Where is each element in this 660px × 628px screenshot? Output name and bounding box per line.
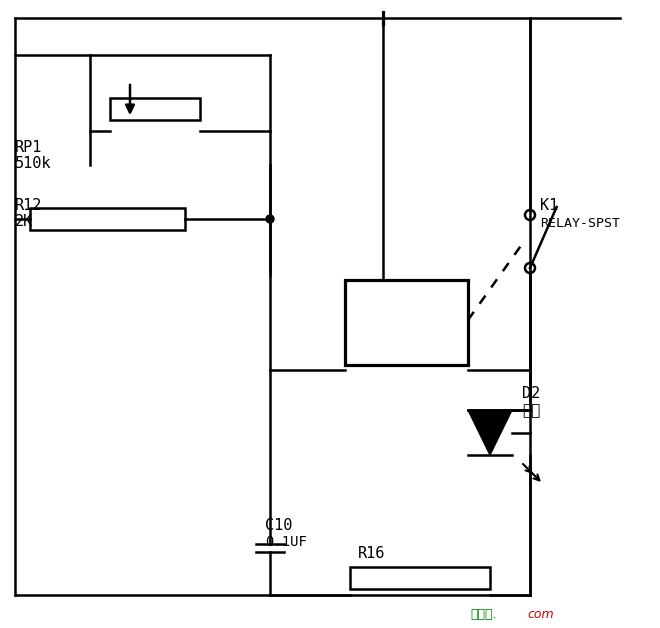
Text: 绿色: 绿色 xyxy=(522,403,541,418)
Circle shape xyxy=(525,263,535,273)
Text: K1: K1 xyxy=(540,198,558,213)
Text: R16: R16 xyxy=(358,546,385,561)
Text: D2: D2 xyxy=(522,386,541,401)
Text: R12: R12 xyxy=(15,198,42,213)
Text: RELAY-SPST: RELAY-SPST xyxy=(540,217,620,230)
Bar xyxy=(30,208,185,230)
Bar xyxy=(110,98,200,120)
Bar xyxy=(345,280,468,365)
Text: 0.1UF: 0.1UF xyxy=(265,535,307,549)
Text: com: com xyxy=(527,608,554,621)
Circle shape xyxy=(525,210,535,220)
Text: 接线图.: 接线图. xyxy=(470,608,496,621)
Polygon shape xyxy=(468,410,512,455)
Text: 510k: 510k xyxy=(15,156,51,171)
Bar xyxy=(350,567,490,589)
Text: 2K: 2K xyxy=(15,214,33,229)
Text: C10: C10 xyxy=(265,518,292,533)
Circle shape xyxy=(266,215,274,223)
Text: RP1: RP1 xyxy=(15,140,42,155)
